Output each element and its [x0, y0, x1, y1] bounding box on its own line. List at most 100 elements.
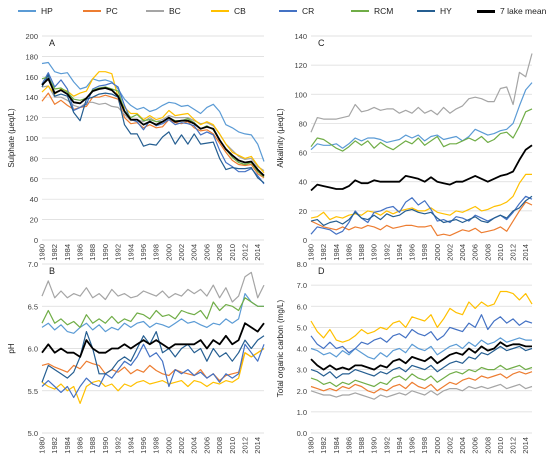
x-tick-label: 2014: [253, 244, 262, 261]
y-tick-label: 160: [25, 73, 38, 82]
x-tick-label: 1984: [332, 437, 341, 454]
legend-item: BC: [146, 4, 181, 18]
legend-swatch: [477, 9, 495, 13]
y-tick-label: 20: [299, 207, 307, 216]
series-line: [310, 364, 533, 388]
x-tick-label: 2008: [215, 244, 224, 261]
x-tick-label: 1988: [88, 244, 97, 261]
chart-panel: 5.0 5.5 6.0 6.5 7.0 1980 1982 1984 1986 1988 1990 1…: [7, 260, 265, 454]
x-tick-label: 2006: [471, 437, 480, 454]
x-tick-label: 2012: [240, 437, 249, 454]
series-line: [310, 201, 533, 237]
y-tick-label: 7.0: [297, 281, 307, 290]
x-tick-label: 1998: [420, 437, 429, 454]
legend-item: CB: [211, 4, 246, 18]
x-tick-label: 2004: [190, 244, 199, 261]
x-tick-label: 1994: [395, 437, 404, 454]
series-line: [310, 341, 532, 371]
x-tick-label: 1984: [63, 437, 72, 454]
x-tick-label: 2012: [240, 244, 249, 261]
series-line: [41, 271, 265, 303]
series-line: [310, 108, 533, 152]
x-tick-label: 1984: [63, 244, 72, 261]
series-line: [310, 195, 533, 226]
x-tick-label: 2008: [483, 244, 492, 261]
x-tick-label: 2002: [445, 437, 454, 454]
series-line: [41, 71, 265, 174]
x-tick-label: 2006: [471, 244, 480, 261]
legend-label: CB: [234, 6, 246, 16]
panel-label: C: [318, 38, 325, 48]
legend-swatch: [18, 10, 36, 12]
panel-label: D: [318, 266, 325, 276]
legend: HP PC BC CB CR RCM HY 7 lake mean: [0, 4, 550, 18]
series-line: [310, 383, 533, 400]
x-tick-label: 2014: [253, 437, 262, 454]
legend-label: CR: [302, 6, 315, 16]
y-tick-label: 200: [25, 32, 38, 41]
legend-item: HP: [18, 4, 53, 18]
x-tick-label: 1998: [152, 244, 161, 261]
x-tick-label: 1988: [88, 437, 97, 454]
series-line: [310, 144, 533, 192]
x-tick-label: 2004: [458, 244, 467, 261]
x-tick-label: 1992: [114, 244, 123, 261]
legend-label: RCM: [374, 6, 394, 16]
legend-label: BC: [169, 6, 181, 16]
y-tick-label: 20: [30, 216, 38, 225]
legend-label: HY: [440, 6, 452, 16]
y-tick-label: 5.0: [28, 429, 38, 438]
x-tick-label: 2012: [509, 244, 518, 261]
legend-swatch: [417, 10, 435, 12]
x-tick-label: 2006: [202, 244, 211, 261]
x-tick-label: 1982: [319, 244, 328, 261]
series-line: [310, 314, 533, 354]
series-line: [310, 82, 533, 151]
series-line: [41, 322, 265, 358]
x-tick-label: 1982: [50, 437, 59, 454]
legend-item: HY: [417, 4, 452, 18]
x-tick-label: 1998: [152, 437, 161, 454]
series-line: [41, 293, 264, 334]
x-tick-label: 1982: [319, 437, 328, 454]
x-tick-label: 1996: [139, 244, 148, 261]
series-line: [310, 371, 533, 394]
series-line: [41, 77, 265, 177]
x-tick-label: 1986: [76, 437, 85, 454]
x-tick-label: 1988: [357, 244, 366, 261]
y-tick-label: 5.0: [297, 323, 307, 332]
legend-swatch: [279, 10, 297, 12]
legend-swatch: [146, 10, 164, 12]
x-tick-label: 1986: [76, 244, 85, 261]
legend-item: CR: [279, 4, 314, 18]
x-tick-label: 2002: [177, 244, 186, 261]
x-tick-label: 2010: [496, 244, 505, 261]
y-tick-label: 60: [30, 175, 38, 184]
panel-label: A: [49, 38, 55, 48]
x-tick-label: 1990: [370, 437, 379, 454]
x-tick-label: 2014: [521, 437, 530, 454]
series-line: [310, 290, 533, 343]
x-tick-label: 1986: [344, 437, 353, 454]
x-tick-label: 1992: [382, 244, 391, 261]
y-tick-label: 6.0: [28, 345, 38, 354]
y-axis-label: Alkalinity (µeq/L): [276, 108, 285, 168]
y-tick-label: 1.0: [297, 408, 307, 417]
series-line: [310, 337, 532, 360]
y-tick-label: 5.5: [28, 387, 38, 396]
x-tick-label: 1992: [114, 437, 123, 454]
y-axis-label: pH: [7, 343, 16, 353]
legend-label: HP: [41, 6, 53, 16]
y-tick-label: 3.0: [297, 366, 307, 375]
y-tick-label: 140: [25, 93, 38, 102]
x-tick-label: 2002: [177, 437, 186, 454]
x-tick-label: 2014: [521, 244, 530, 261]
legend-swatch: [211, 10, 229, 12]
panel-label: B: [49, 266, 55, 276]
x-tick-label: 2012: [509, 437, 518, 454]
x-tick-label: 2000: [433, 244, 442, 261]
y-tick-label: 100: [25, 134, 38, 143]
